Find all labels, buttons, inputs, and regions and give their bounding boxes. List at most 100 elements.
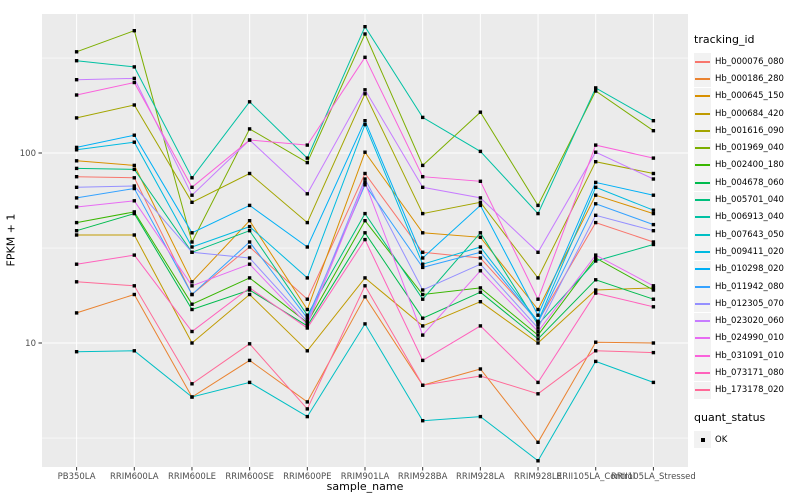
x-tick-label: RRII105LA_Control — [556, 472, 635, 482]
data-point — [651, 240, 656, 244]
data-point — [421, 211, 425, 216]
data-point — [363, 183, 367, 187]
data-point — [247, 276, 252, 280]
data-point — [305, 414, 309, 419]
data-point — [651, 222, 656, 227]
data-point — [421, 292, 425, 297]
legend-item: Hb_004678_060 — [694, 174, 800, 192]
legend-line-icon — [695, 233, 710, 236]
legend-line-icon — [695, 164, 710, 167]
legend-items-tracking-id: Hb_000076_080 Hb_000186_280 Hb_000645_150 H… — [694, 53, 800, 399]
data-point — [363, 119, 367, 123]
data-point — [478, 245, 483, 249]
data-point — [651, 350, 656, 355]
data-point — [74, 196, 79, 200]
legend-item-label: Hb_007643_050 — [715, 229, 784, 240]
x-tick-label: RRIM600PE — [283, 472, 331, 482]
data-point — [132, 199, 136, 203]
data-point — [594, 160, 598, 164]
data-point — [478, 203, 483, 208]
data-point — [536, 250, 540, 254]
legend-item: Hb_000684_420 — [694, 105, 800, 123]
data-point — [132, 186, 136, 191]
legend-item-label: Hb_024990_010 — [715, 333, 784, 344]
data-point — [536, 333, 540, 337]
data-point — [651, 156, 656, 160]
data-point — [305, 156, 309, 160]
legend-item: Hb_001616_090 — [694, 122, 800, 140]
legend-item-label: Hb_031091_010 — [715, 350, 784, 361]
data-point — [305, 307, 309, 312]
data-point — [536, 320, 540, 325]
data-point — [651, 286, 656, 290]
data-point — [305, 322, 309, 327]
legend-line-icon — [695, 60, 710, 63]
data-point — [190, 280, 194, 284]
legend-line-icon — [695, 129, 710, 132]
data-point — [478, 196, 483, 200]
data-point — [363, 211, 367, 216]
data-point — [421, 316, 425, 320]
data-point — [305, 349, 309, 353]
legend-item: Hb_007643_050 — [694, 226, 800, 244]
legend-item-label: Hb_023020_060 — [715, 316, 784, 327]
legend-title-quant-status: quant_status — [694, 410, 766, 424]
data-point — [132, 163, 136, 168]
data-point — [305, 297, 309, 301]
data-point — [190, 185, 194, 189]
legend-key-swatch — [694, 329, 711, 347]
data-point — [594, 288, 598, 292]
legend-item: Hb_012305_070 — [694, 295, 800, 313]
data-point — [536, 326, 540, 330]
x-tick-label: RRIM928LE — [514, 472, 562, 482]
data-point — [478, 262, 483, 266]
x-tick-label: RRIM901LA — [341, 472, 390, 482]
data-point — [247, 138, 252, 142]
legend-key-swatch — [694, 174, 711, 192]
data-point — [594, 340, 598, 344]
data-point — [594, 143, 598, 147]
data-point — [132, 65, 136, 69]
legend-item-label: Hb_005701_040 — [715, 195, 784, 206]
data-point — [305, 220, 309, 225]
data-point — [74, 116, 79, 120]
data-point — [74, 311, 79, 315]
legend-item: Hb_024990_010 — [694, 329, 800, 347]
data-point — [536, 322, 540, 327]
data-point — [132, 167, 136, 172]
data-point — [305, 407, 309, 411]
data-point — [478, 200, 483, 204]
data-point — [74, 229, 79, 233]
legend-item-label: Hb_004678_060 — [715, 177, 784, 188]
data-point — [594, 86, 598, 90]
legend-line-icon — [695, 250, 710, 253]
legend-key-swatch — [694, 122, 711, 140]
legend-item: Hb_006913_040 — [694, 208, 800, 226]
data-point — [421, 231, 425, 235]
data-point — [74, 175, 79, 179]
data-point — [421, 175, 425, 179]
data-point — [190, 341, 194, 345]
data-point — [363, 237, 367, 242]
legend-line-icon — [695, 216, 710, 219]
data-point — [536, 297, 540, 301]
data-point — [594, 259, 598, 263]
data-point — [247, 245, 252, 249]
data-point — [190, 200, 194, 204]
data-point — [478, 179, 483, 183]
data-point — [247, 127, 252, 131]
legend-item: Hb_073171_080 — [694, 364, 800, 382]
data-point — [190, 302, 194, 306]
legend-line-icon — [695, 77, 710, 80]
legend-quant-status: quant_status OK — [694, 410, 800, 449]
data-point — [594, 220, 598, 225]
legend-item: Hb_031091_010 — [694, 347, 800, 365]
data-point — [132, 253, 136, 257]
legend-item-label: Hb_011942_080 — [715, 281, 784, 292]
legend-key-swatch — [694, 347, 711, 365]
data-point — [247, 292, 252, 297]
data-point — [132, 103, 136, 107]
legend-key-swatch — [694, 87, 711, 105]
data-point — [651, 177, 656, 181]
data-point — [594, 278, 598, 282]
